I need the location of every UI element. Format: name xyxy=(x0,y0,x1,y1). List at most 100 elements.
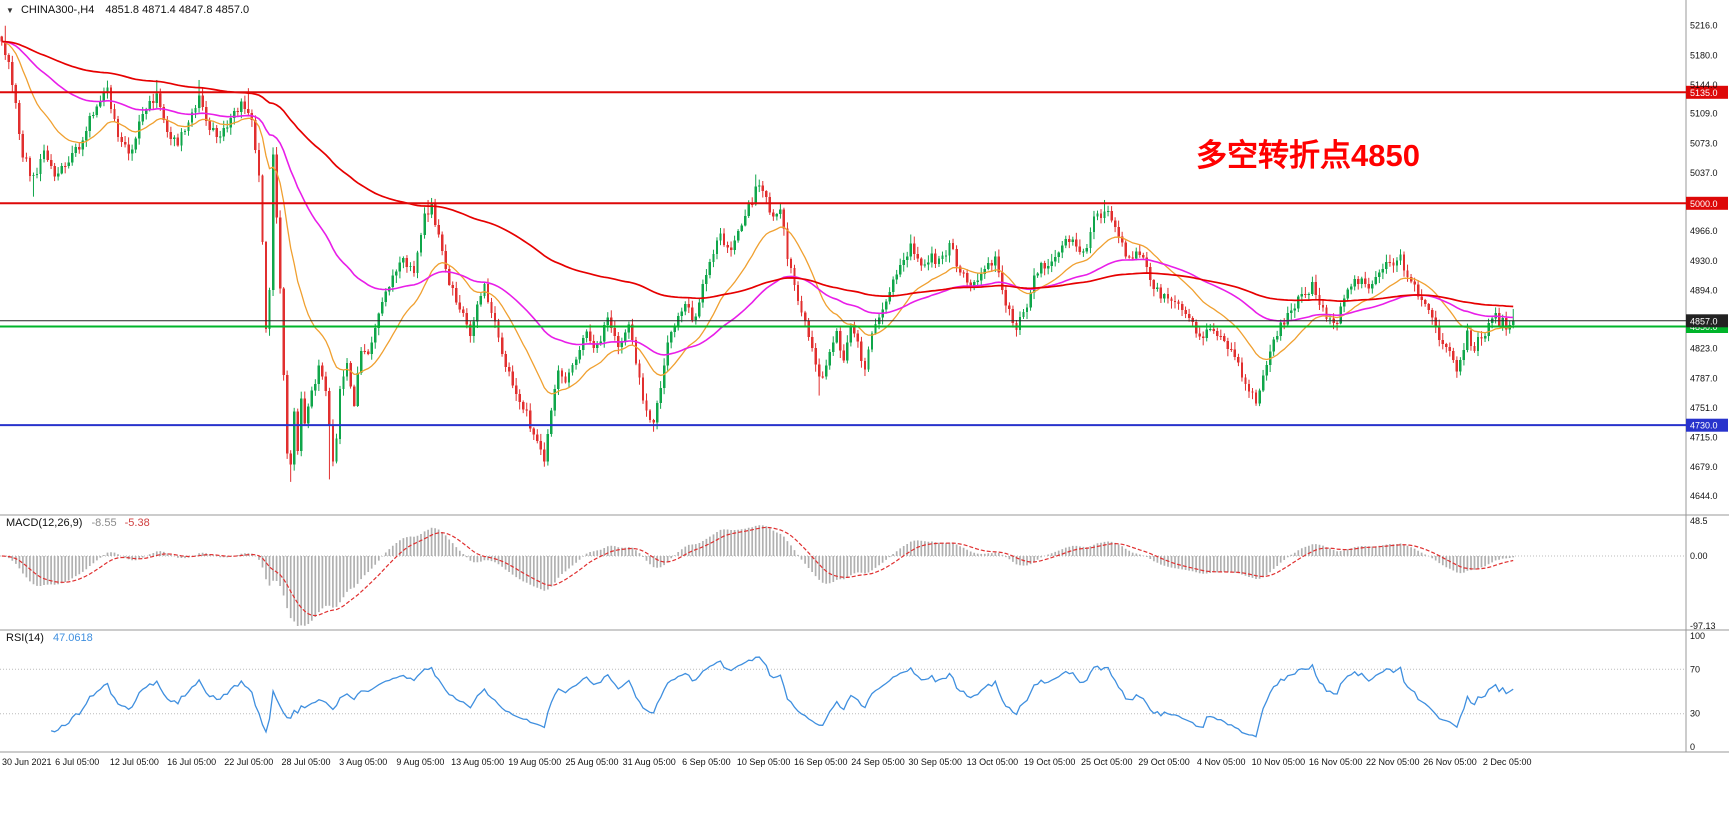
rsi-tick-label: 30 xyxy=(1690,709,1700,719)
candle-body xyxy=(120,136,123,143)
candle-body xyxy=(317,365,321,384)
candle-body xyxy=(1089,231,1092,249)
candle-body xyxy=(166,120,169,133)
candle-body xyxy=(1018,317,1022,331)
candle-body xyxy=(891,279,895,293)
candle-body xyxy=(229,117,232,128)
candle-body xyxy=(448,268,451,285)
time-tick-label: 10 Sep 05:00 xyxy=(737,757,791,767)
price-level-badge-text: 5000.0 xyxy=(1690,199,1718,209)
candle-body xyxy=(1219,335,1223,337)
candle-body xyxy=(1096,213,1099,217)
candle-body xyxy=(303,398,306,424)
macd-tick-label: -97.13 xyxy=(1690,621,1716,631)
candle-body xyxy=(867,349,870,370)
candle-body xyxy=(969,282,972,286)
candle-body xyxy=(14,85,18,104)
candle-body xyxy=(405,258,409,267)
candle-body xyxy=(1321,304,1325,308)
candle-body xyxy=(514,385,518,395)
candle-body xyxy=(1501,317,1504,326)
candle-body xyxy=(726,244,729,248)
time-tick-label: 2 Dec 05:00 xyxy=(1483,757,1532,767)
candle-body xyxy=(1237,357,1240,363)
candle-body xyxy=(669,331,673,343)
candle-body xyxy=(497,321,500,338)
candle-body xyxy=(796,284,800,301)
candle-body xyxy=(965,272,969,283)
candle-body xyxy=(1166,294,1170,299)
price-tick-label: 4966.0 xyxy=(1690,226,1718,236)
candle-body xyxy=(733,240,736,251)
candle-body xyxy=(916,253,920,259)
candle-body xyxy=(627,324,631,333)
candle-body xyxy=(285,374,289,454)
candle-body xyxy=(1240,362,1244,378)
candle-body xyxy=(433,203,437,225)
candle-body xyxy=(560,370,564,377)
candle-body xyxy=(215,128,218,137)
candle-body xyxy=(25,157,28,159)
candle-body xyxy=(1022,311,1025,318)
candle-body xyxy=(409,265,412,267)
price-tick-label: 5073.0 xyxy=(1690,138,1718,148)
candle-body xyxy=(211,128,215,130)
candle-body xyxy=(201,95,204,108)
candle-body xyxy=(32,174,35,177)
candle-body xyxy=(1438,326,1441,341)
candle-body xyxy=(927,262,930,265)
candle-body xyxy=(997,256,1001,273)
time-tick-label: 16 Jul 05:00 xyxy=(167,757,216,767)
candle-body xyxy=(292,411,296,465)
candle-body xyxy=(564,376,567,383)
price-tick-label: 4894.0 xyxy=(1690,285,1718,295)
candle-body xyxy=(226,127,229,129)
symbol-timeframe-label: CHINA300-,H4 xyxy=(20,4,95,16)
candle-body xyxy=(296,411,299,451)
candle-body xyxy=(1469,330,1473,347)
candle-body xyxy=(691,307,694,320)
candle-body xyxy=(1388,261,1392,263)
time-tick-label: 16 Nov 05:00 xyxy=(1309,757,1363,767)
candle-body xyxy=(694,316,698,320)
candle-body xyxy=(208,120,211,130)
chart-header: ▼ CHINA300-,H4 4851.8 4871.4 4847.8 4857… xyxy=(6,4,249,16)
candle-body xyxy=(1184,310,1187,314)
time-tick-label: 6 Jul 05:00 xyxy=(55,757,99,767)
candle-body xyxy=(712,254,715,262)
candle-body xyxy=(980,273,983,281)
candle-body xyxy=(39,159,42,174)
candle-body xyxy=(1261,375,1265,391)
candle-body xyxy=(588,331,592,341)
time-tick-label: 12 Jul 05:00 xyxy=(110,757,159,767)
candle-body xyxy=(1251,391,1254,393)
candle-body xyxy=(1085,248,1089,252)
time-tick-label: 30 Jun 2021 xyxy=(2,757,52,767)
candle-body xyxy=(507,366,511,372)
candle-body xyxy=(902,260,905,265)
price-tick-label: 4751.0 xyxy=(1690,403,1718,413)
candle-body xyxy=(1381,269,1385,273)
time-tick-label: 19 Aug 05:00 xyxy=(508,757,561,767)
current-price-badge-text: 4857.0 xyxy=(1690,316,1718,326)
candle-body xyxy=(1431,310,1434,318)
candle-body xyxy=(1512,320,1515,326)
candle-body xyxy=(1427,304,1430,311)
candle-body xyxy=(1057,252,1060,258)
candle-body xyxy=(898,264,902,275)
candle-body xyxy=(1223,336,1226,342)
ma-fast-line xyxy=(1,40,1514,395)
candle-body xyxy=(814,348,817,365)
candle-body xyxy=(472,321,476,337)
candle-body xyxy=(1004,289,1008,306)
symbol-dropdown-icon[interactable]: ▼ xyxy=(6,6,14,15)
candle-body xyxy=(1173,301,1177,303)
candle-body xyxy=(1476,336,1480,351)
candle-body xyxy=(359,350,363,374)
candle-body xyxy=(849,326,853,343)
ohlc-readout: 4851.8 4871.4 4847.8 4857.0 xyxy=(105,4,250,16)
candle-body xyxy=(743,216,747,226)
candle-body xyxy=(462,309,465,313)
